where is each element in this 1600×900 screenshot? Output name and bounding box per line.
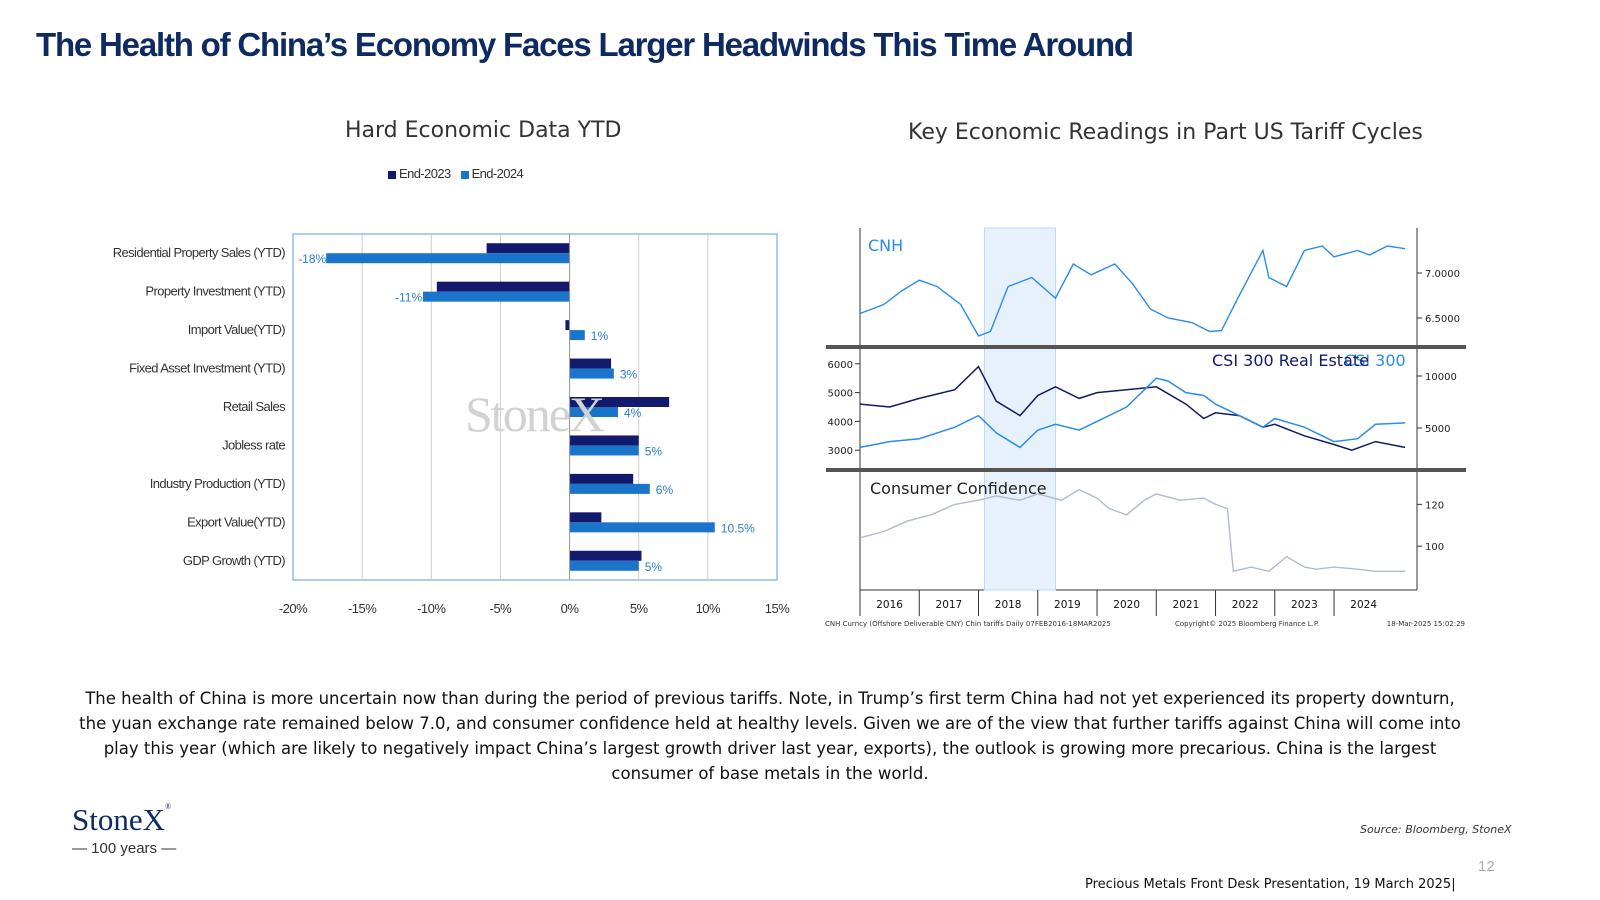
logo-tagline: — 100 years — xyxy=(72,840,177,857)
bar-end-2024 xyxy=(569,522,715,533)
line-chart-title: Key Economic Readings in Part US Tariff … xyxy=(908,120,1423,145)
bar-end-2023 xyxy=(569,435,639,446)
bar-end-2024 xyxy=(569,483,650,494)
data-label: 10.5% xyxy=(721,521,755,535)
csi-right-tick-label: 5000 xyxy=(1425,424,1450,435)
csi-left-tick-label: 5000 xyxy=(828,389,853,400)
bar-chart-title: Hard Economic Data YTD xyxy=(345,118,622,143)
source-note: Source: Bloomberg, StoneX xyxy=(1360,823,1512,836)
commentary-paragraph: The health of China is more uncertain no… xyxy=(79,689,1461,783)
bar-end-2024 xyxy=(422,291,570,302)
x-tick-label: 5% xyxy=(630,601,649,616)
category-label: Residential Property Sales (YTD) xyxy=(113,245,286,260)
year-label: 2020 xyxy=(1113,599,1140,611)
bar-end-2024 xyxy=(569,330,585,341)
csi300-real-estate-panel-label: CSI 300 Real Estate xyxy=(1212,351,1369,370)
cnh-line xyxy=(859,245,1406,337)
legend-item-2024: End-2024 xyxy=(460,166,524,181)
year-label: 2017 xyxy=(936,599,963,611)
bar-end-2023 xyxy=(569,512,602,523)
x-tick-label: 0% xyxy=(561,601,580,616)
csi-left-tick-label: 4000 xyxy=(828,417,853,428)
bar-end-2024 xyxy=(569,445,639,456)
confidence-tick-label: 120 xyxy=(1425,500,1444,511)
csi-left-tick-label: 3000 xyxy=(828,446,853,457)
category-label: Import Value(YTD) xyxy=(188,322,285,337)
legend-label-2023: End-2023 xyxy=(399,166,451,181)
cnh-tick-label: 6.5000 xyxy=(1425,314,1460,325)
year-label: 2022 xyxy=(1232,599,1259,611)
csi300-panel-label: CSI 300 xyxy=(1344,351,1406,370)
data-label: 6% xyxy=(656,483,674,497)
data-label: 4% xyxy=(624,406,642,420)
data-label: -11% xyxy=(395,291,422,305)
bloomberg-footer-left: CNH Curncy (Offshore Deliverable CNY) Ch… xyxy=(825,620,1111,628)
bar-end-2023 xyxy=(569,397,670,407)
x-tick-label: 15% xyxy=(765,601,790,616)
year-label: 2021 xyxy=(1173,599,1200,611)
consumer-confidence-line xyxy=(859,488,1406,573)
bloomberg-copyright: Copyright© 2025 Bloomberg Finance L.P. xyxy=(1175,620,1319,628)
x-tick-label: -10% xyxy=(417,601,446,616)
legend-swatch-2024 xyxy=(460,170,469,179)
panel-divider xyxy=(826,468,1466,472)
year-label: 2019 xyxy=(1054,599,1081,611)
bloomberg-timestamp: 18-Mar-2025 15:02:29 xyxy=(1387,620,1465,628)
bar-end-2024 xyxy=(569,560,639,571)
bar-end-2023 xyxy=(565,320,570,331)
year-label: 2023 xyxy=(1291,599,1318,611)
bar-end-2023 xyxy=(569,358,612,369)
csi300-line xyxy=(859,377,1406,449)
data-label: 5% xyxy=(645,444,663,458)
data-label: 3% xyxy=(620,368,638,382)
panel-divider xyxy=(826,345,1466,349)
page-title: The Health of China’s Economy Faces Larg… xyxy=(36,26,1134,63)
x-tick-label: -15% xyxy=(348,601,377,616)
csi-right-tick-label: 10000 xyxy=(1425,372,1457,383)
legend-label-2024: End-2024 xyxy=(471,166,524,181)
legend-item-2023: End-2023 xyxy=(388,166,451,181)
logo-text: StoneX xyxy=(72,802,165,837)
stonex-logo: StoneX® xyxy=(72,802,171,838)
category-label: Industry Production (YTD) xyxy=(150,476,286,491)
category-label: Property Investment (YTD) xyxy=(145,284,285,299)
bar-end-2023 xyxy=(486,243,570,254)
year-label: 2016 xyxy=(876,599,903,611)
bar-end-2023 xyxy=(569,550,642,561)
category-label: Fixed Asset Investment (YTD) xyxy=(129,361,285,376)
category-label: Retail Sales xyxy=(223,399,286,414)
csi300-real-estate-line xyxy=(859,365,1406,451)
stonex-watermark: StoneX xyxy=(465,386,605,442)
bar-end-2024 xyxy=(569,368,614,379)
bar-end-2024 xyxy=(326,253,570,264)
x-tick-label: -5% xyxy=(490,601,513,616)
year-label: 2024 xyxy=(1350,599,1377,611)
legend-swatch-2023 xyxy=(388,170,396,179)
csi-left-tick-label: 6000 xyxy=(828,360,853,371)
category-label: Jobless rate xyxy=(222,437,285,452)
plot-area-border xyxy=(292,233,778,581)
confidence-tick-label: 100 xyxy=(1425,542,1444,553)
category-label: GDP Growth (YTD) xyxy=(183,553,285,568)
data-label: 5% xyxy=(645,560,663,574)
cnh-panel-label: CNH xyxy=(868,236,903,255)
bar-chart-legend: End-2023 End-2024 xyxy=(388,166,524,181)
year-label: 2018 xyxy=(995,599,1022,611)
data-label: -18% xyxy=(298,252,326,266)
registered-mark-icon: ® xyxy=(165,802,172,811)
footer-text: Precious Metals Front Desk Presentation,… xyxy=(1085,877,1456,892)
bar-end-2023 xyxy=(569,473,634,484)
bar-end-2024 xyxy=(569,407,618,417)
bar-end-2023 xyxy=(436,281,570,292)
x-tick-label: 10% xyxy=(696,601,721,616)
data-label: 1% xyxy=(591,329,609,343)
category-label: Export Value(YTD) xyxy=(187,514,285,529)
page-number: 12 xyxy=(1478,858,1495,875)
cnh-tick-label: 7.0000 xyxy=(1425,269,1460,280)
consumer-confidence-panel-label: Consumer Confidence xyxy=(870,479,1047,498)
x-tick-label: -20% xyxy=(279,601,308,616)
